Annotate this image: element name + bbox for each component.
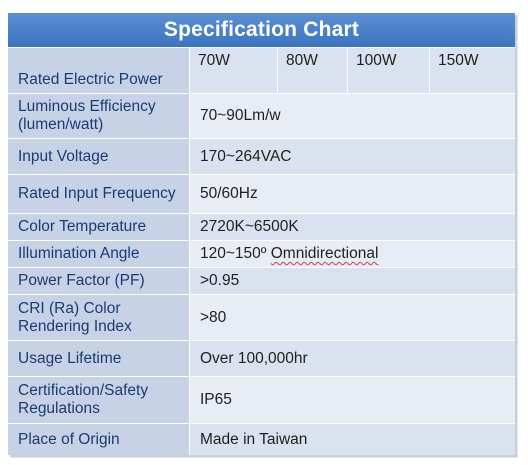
row-value: 2720K~6500K xyxy=(190,214,515,240)
power-values: 70W 80W 100W 150W xyxy=(190,48,515,93)
row-label: Input Voltage xyxy=(8,139,190,174)
row-usage-lifetime: Usage Lifetime Over 100,000hr xyxy=(8,341,515,376)
row-input-frequency: Rated Input Frequency 50/60Hz xyxy=(8,175,515,213)
row-label: Rated Input Frequency xyxy=(8,175,190,213)
row-value: >80 xyxy=(190,295,515,340)
angle-word: Omnidirectional xyxy=(270,245,379,262)
row-power-factor: Power Factor (PF) >0.95 xyxy=(8,268,515,294)
row-label: Color Temperature xyxy=(8,214,190,240)
row-label-line2: Rendering Index xyxy=(18,317,132,335)
chart-title: Specification Chart xyxy=(8,13,515,47)
row-label-line2: (lumen/watt) xyxy=(18,116,104,133)
power-value-70w: 70W xyxy=(190,48,278,93)
row-label-line1: CRI (Ra) Color xyxy=(18,299,121,317)
row-color-temperature: Color Temperature 2720K~6500K xyxy=(8,214,515,240)
power-value-80w: 80W xyxy=(278,48,348,93)
row-value: Over 100,000hr xyxy=(190,341,515,376)
spec-chart: Specification Chart Rated Electric Power… xyxy=(8,13,515,455)
row-place-of-origin: Place of Origin Made in Taiwan xyxy=(8,424,515,455)
row-value: 50/60Hz xyxy=(190,175,515,213)
row-value: 70~90Lm/w xyxy=(190,94,515,138)
row-label: Power Factor (PF) xyxy=(8,268,190,294)
row-cri: CRI (Ra) Color Rendering Index >80 xyxy=(8,295,515,340)
row-value: Made in Taiwan xyxy=(190,424,515,455)
row-label: Certification/Safety Regulations xyxy=(8,377,190,423)
row-label-line1: Luminous Efficiency xyxy=(18,98,156,115)
row-label: Place of Origin xyxy=(8,424,190,455)
angle-range: 120~150º xyxy=(200,245,271,262)
row-label-line1: Certification/Safety xyxy=(18,382,149,399)
row-value: 120~150º Omnidirectional xyxy=(190,241,515,267)
power-value-100w: 100W xyxy=(348,48,430,93)
row-value: 170~264VAC xyxy=(190,139,515,174)
row-value: >0.95 xyxy=(190,268,515,294)
row-luminous-efficiency: Luminous Efficiency (lumen/watt) 70~90Lm… xyxy=(8,94,515,138)
power-value-150w: 150W xyxy=(430,48,515,93)
row-label: Illumination Angle xyxy=(8,241,190,267)
row-input-voltage: Input Voltage 170~264VAC xyxy=(8,139,515,174)
row-rated-power: Rated Electric Power 70W 80W 100W 150W xyxy=(8,48,515,93)
row-value: IP65 xyxy=(190,377,515,423)
row-label: CRI (Ra) Color Rendering Index xyxy=(8,295,190,340)
row-label-line2: Regulations xyxy=(18,400,100,417)
row-label: Rated Electric Power xyxy=(8,48,190,93)
row-certification: Certification/Safety Regulations IP65 xyxy=(8,377,515,423)
row-illumination-angle: Illumination Angle 120~150º Omnidirectio… xyxy=(8,241,515,267)
row-label: Luminous Efficiency (lumen/watt) xyxy=(8,94,190,138)
row-label: Usage Lifetime xyxy=(8,341,190,376)
